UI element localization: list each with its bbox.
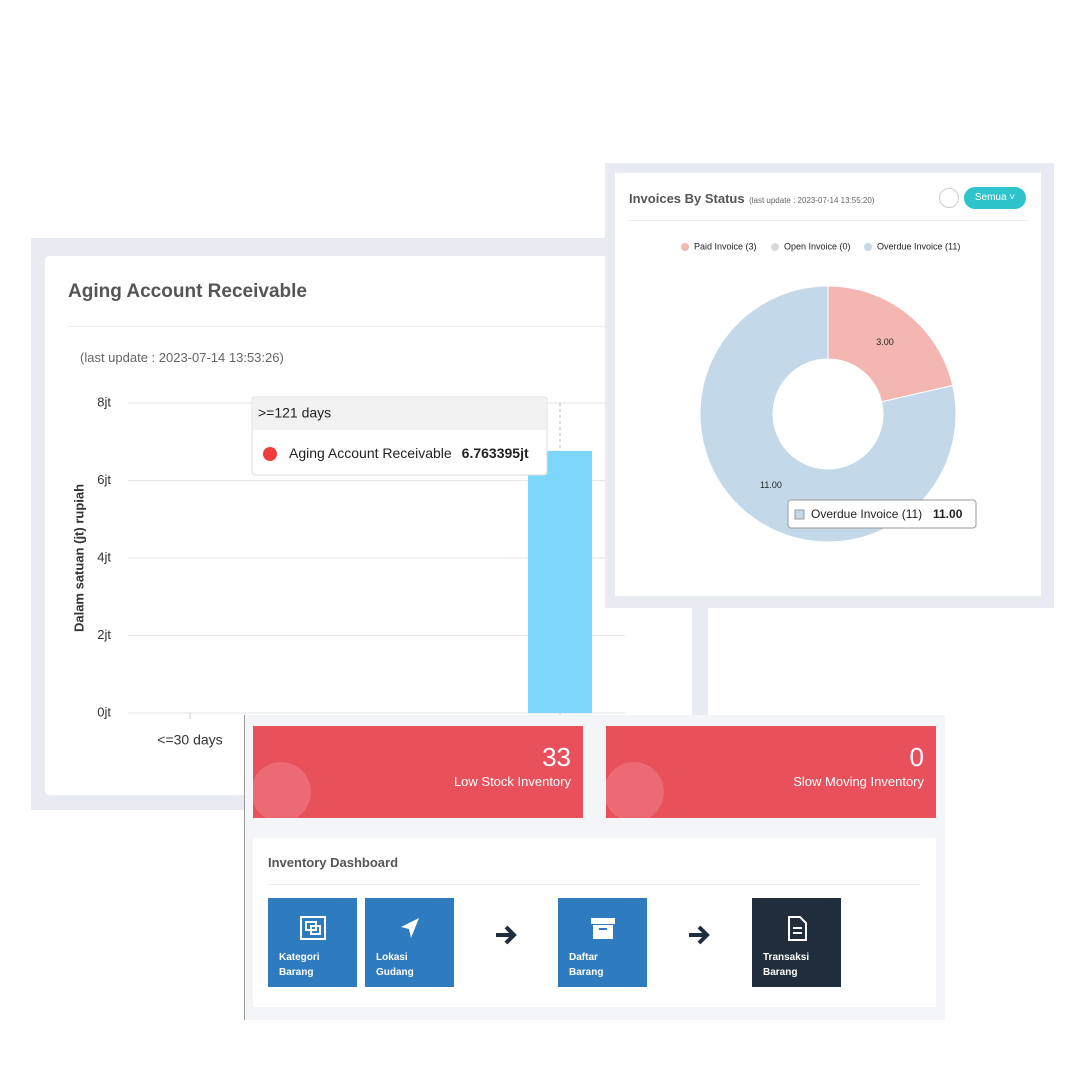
last-update: (last update : 2023-07-14 13:55:20) [749,196,875,205]
inventory-title: Inventory Dashboard [268,855,399,870]
tooltip-marker [263,447,277,461]
tooltip-title: >=121 days [258,405,331,421]
item-label: Kategori Barang [279,952,320,978]
bar-chart: 0jt 2jt 4jt 6jt 8jt Dalam satuan (jt) rupiah <… [71,394,625,748]
divider [268,884,921,885]
filter-button[interactable]: Semua ˅ [964,187,1026,209]
donut-slice [699,285,957,543]
tile-label: Slow Moving Inventory [793,774,924,789]
inventory-item[interactable]: Transaksi Barang [752,898,841,987]
y-tick-label: 4jt [97,549,111,564]
y-tick-label: 8jt [97,394,111,409]
tooltip-value: 6.763395jt [462,445,529,461]
item-label: Transaksi Barang [763,952,810,978]
bar [528,450,592,713]
icon [591,918,615,939]
legend-swatch [864,243,872,251]
tile-value: 0 [909,742,924,772]
inventory-item[interactable]: Kategori Barang [268,898,357,987]
last-update: (last update : 2023-07-14 13:53:26) [80,350,284,365]
invoice-title: Invoices By Status [629,191,745,206]
y-tick-label: 2jt [97,627,111,642]
item-label: Lokasi Gudang [376,952,414,978]
inventory-item[interactable]: Lokasi Gudang [365,898,454,987]
icon [300,916,326,940]
inventory-item[interactable]: Daftar Barang [558,898,647,987]
y-tick-label: 6jt [97,472,111,487]
legend-swatch [771,243,779,251]
tooltip-text: Aging Account Receivable 6.763395jt [289,445,529,461]
tooltip-box [787,499,977,529]
tooltip-header [253,398,546,430]
donut-chart: Paid Invoice (3) Open Invoice (0) Overdue … [681,241,977,543]
tooltip-swatch [794,509,805,520]
arrow [496,925,517,945]
refresh-button[interactable] [939,188,959,208]
item-label: Daftar Barang [569,952,604,978]
icon [788,916,807,941]
data-label: 11.00 [760,480,782,490]
filter-label: Semua [974,192,1007,203]
y-axis-label: Dalam satuan (jt) rupiah [71,484,86,632]
legend-label: Paid Invoice (3) [694,241,757,251]
divider [629,220,1027,221]
divider [68,326,688,327]
tooltip-value: 11.00 [933,507,963,521]
data-label: 3.00 [876,337,894,347]
legend-label: Open Invoice (0) [784,241,851,251]
y-tick-label: 0jt [97,704,111,719]
arrow [689,925,710,945]
legend-swatch [681,243,689,251]
x-tick-label: <=30 days [157,732,222,748]
donut-slice [827,285,954,403]
tooltip-label: Overdue Invoice (11) [811,507,922,521]
aging-title: Aging Account Receivable [68,281,307,302]
icon [401,918,419,938]
legend-label: Overdue Invoice (11) [877,241,960,251]
series-name: Aging Account Receivable [289,445,452,461]
tile[interactable]: 0 Slow Moving Inventory [606,726,936,818]
tile[interactable]: 33 Low Stock Inventory [253,726,583,818]
invoice-heading: Invoices By Status (last update : 2023-0… [629,190,874,208]
tile-value: 33 [542,742,571,772]
tile-label: Low Stock Inventory [453,774,571,789]
